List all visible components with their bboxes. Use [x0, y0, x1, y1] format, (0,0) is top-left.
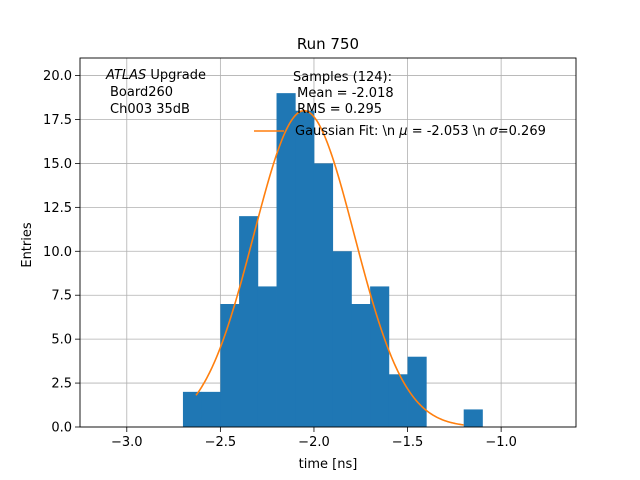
x-axis-label: time [ns] [299, 457, 358, 472]
y-tick-label: 20.0 [43, 69, 72, 84]
x-tick-label: −1.5 [392, 435, 424, 450]
y-tick-label: 5.0 [51, 333, 72, 348]
legend-mu-symbol: μ [398, 124, 407, 139]
histogram-bar [313, 163, 334, 427]
histogram-bar [295, 110, 315, 427]
x-tick-label: −3.0 [111, 435, 143, 450]
y-tick-label: 7.5 [51, 289, 72, 304]
histogram-bar [388, 374, 408, 427]
axes-layer: −3.0 −2.5 −2.0 −1.5 −1.0 0.0 2.5 5.0 7.5 10.0 12.5… [43, 57, 577, 450]
plot-frame [79, 57, 577, 428]
legend-samples-line: Samples (124): [293, 70, 392, 85]
histogram-bar [351, 304, 371, 427]
legend: Samples (124): Mean = -2.018 RMS = 0.295… [254, 70, 546, 139]
y-tick-label: 12.5 [43, 201, 72, 216]
y-tick-label: 2.5 [51, 377, 72, 392]
legend-fit-part-2: = -2.053 \n [408, 124, 490, 139]
histogram-bar [463, 409, 483, 427]
y-axis-label: Entries [20, 222, 35, 268]
histogram-bar [276, 93, 296, 428]
x-tick-label: −1.0 [485, 435, 517, 450]
legend-fit-label: Gaussian Fit: \n μ = -2.053 \n σ=0.269 [295, 124, 546, 139]
histogram-bar [370, 286, 390, 427]
bars-layer [182, 93, 483, 428]
board-label: Board260 [110, 85, 173, 100]
gaussian-fit-curve [195, 109, 464, 426]
channel-label: Ch003 35dB [110, 102, 190, 117]
legend-fit-part-3: =0.269 [498, 124, 546, 139]
y-tick-label: 17.5 [43, 113, 72, 128]
fit-layer [195, 109, 464, 426]
y-tick-label: 10.0 [43, 245, 72, 260]
x-tick-label: −2.0 [298, 435, 330, 450]
y-tick-label: 15.0 [43, 157, 72, 172]
chart-title: Run 750 [297, 35, 359, 53]
legend-fit-part-1: Gaussian Fit: \n [295, 124, 399, 139]
histogram-bar [332, 251, 352, 427]
histogram-bar [182, 391, 203, 427]
atlas-annotation-line1: ATLAS Upgrade [105, 68, 206, 83]
upgrade-label: Upgrade [146, 68, 206, 83]
histogram-bar [239, 216, 259, 427]
atlas-label: ATLAS [105, 68, 146, 83]
x-tick-label: −2.5 [205, 435, 237, 450]
histogram-bar [201, 391, 221, 427]
legend-mean-line: Mean = -2.018 [293, 86, 394, 101]
legend-rms-line: RMS = 0.295 [293, 102, 382, 117]
atlas-annotation: ATLAS Upgrade Board260 Ch003 35dB [105, 68, 206, 117]
y-tick-label: 0.0 [51, 421, 72, 436]
legend-sigma-symbol: σ [490, 124, 499, 139]
histogram-bar [257, 286, 277, 427]
histogram-bar [407, 356, 427, 427]
